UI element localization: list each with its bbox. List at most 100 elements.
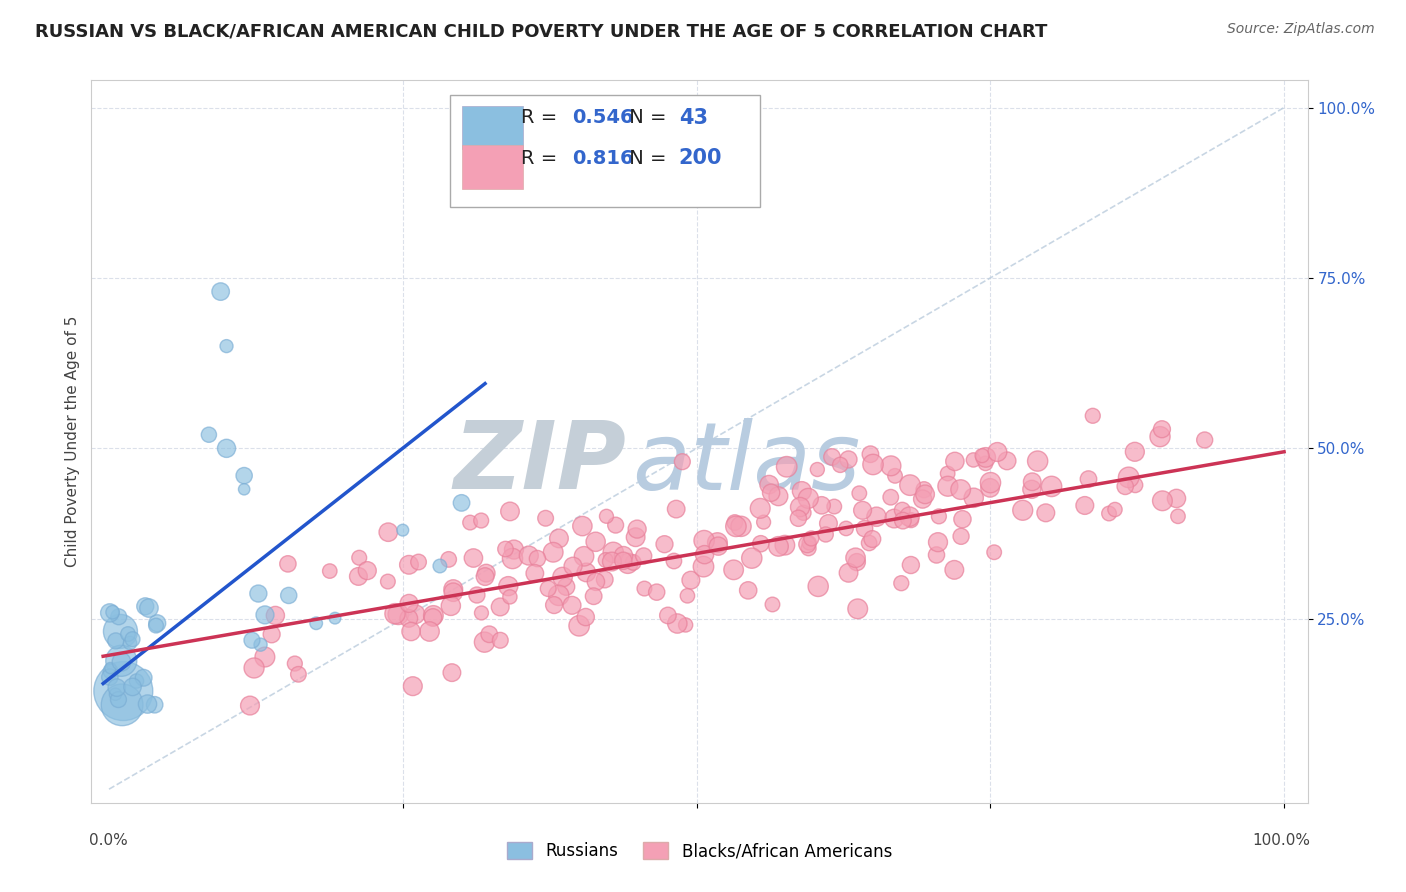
Point [1194,433,1216,447]
Point [112,684,135,698]
Point [323,611,346,625]
Point [890,576,912,591]
Point [121,632,143,647]
Point [612,554,634,568]
Point [526,551,548,566]
Point [979,475,1001,490]
Point [883,511,905,525]
Point [503,542,526,557]
Point [118,636,141,650]
Point [98,670,121,684]
Point [429,559,451,574]
Point [517,549,540,563]
Point [595,553,617,567]
Point [837,452,859,467]
Point [104,633,127,648]
Point [284,657,307,671]
Point [384,607,406,621]
Point [943,563,966,577]
Point [823,500,845,514]
Point [233,468,256,483]
Point [789,500,811,514]
Point [450,496,472,510]
Point [865,509,887,524]
Point [830,458,852,472]
Point [724,519,747,533]
Point [633,582,655,596]
Point [741,551,763,566]
Point [752,515,775,529]
Point [612,549,634,563]
Point [852,503,875,517]
Point [249,638,271,652]
Point [844,550,866,565]
Point [605,518,627,533]
Point [499,590,522,604]
Point [568,619,591,633]
Point [776,459,799,474]
Point [995,454,1018,468]
Point [792,506,814,520]
Point [807,579,830,593]
Point [1118,470,1140,484]
Point [572,549,595,564]
Point [198,427,221,442]
Point [898,478,921,492]
Point [107,609,129,624]
Point [749,537,772,551]
Point [441,582,464,597]
Point [693,548,716,562]
Point [495,542,517,557]
Point [666,616,689,631]
Point [260,627,283,641]
Point [880,490,903,504]
Point [277,589,299,603]
Point [1021,475,1043,489]
Text: 0.546: 0.546 [572,108,634,128]
Point [1035,506,1057,520]
Point [1167,509,1189,524]
Point [243,661,266,675]
Point [821,450,844,464]
Point [1026,454,1049,468]
Point [900,513,922,527]
Point [900,558,922,572]
Point [277,557,299,571]
Point [692,559,714,574]
FancyBboxPatch shape [463,105,523,149]
Text: 100.0%: 100.0% [1253,833,1310,848]
Point [470,606,492,620]
Point [107,692,129,706]
Point [914,487,936,501]
Point [1150,422,1173,436]
Text: R =: R = [520,108,564,128]
Point [845,555,868,569]
Point [787,511,810,525]
Point [848,486,870,500]
Point [633,549,655,563]
Point [419,624,441,639]
Point [499,504,522,518]
Point [706,535,728,549]
Point [737,583,759,598]
Point [437,552,460,566]
Point [768,540,790,554]
Point [602,545,624,559]
Point [422,608,444,623]
Point [974,450,997,465]
Point [347,569,370,583]
Point [555,580,578,594]
Point [884,468,907,483]
Point [758,477,780,491]
Point [676,589,699,603]
Point [110,654,132,668]
Point [759,485,782,500]
Point [983,545,1005,559]
Point [749,501,772,516]
Point [979,481,1001,495]
Point [679,573,702,587]
Point [707,539,730,553]
Point [502,551,524,566]
Point [470,514,492,528]
Point [595,509,617,524]
